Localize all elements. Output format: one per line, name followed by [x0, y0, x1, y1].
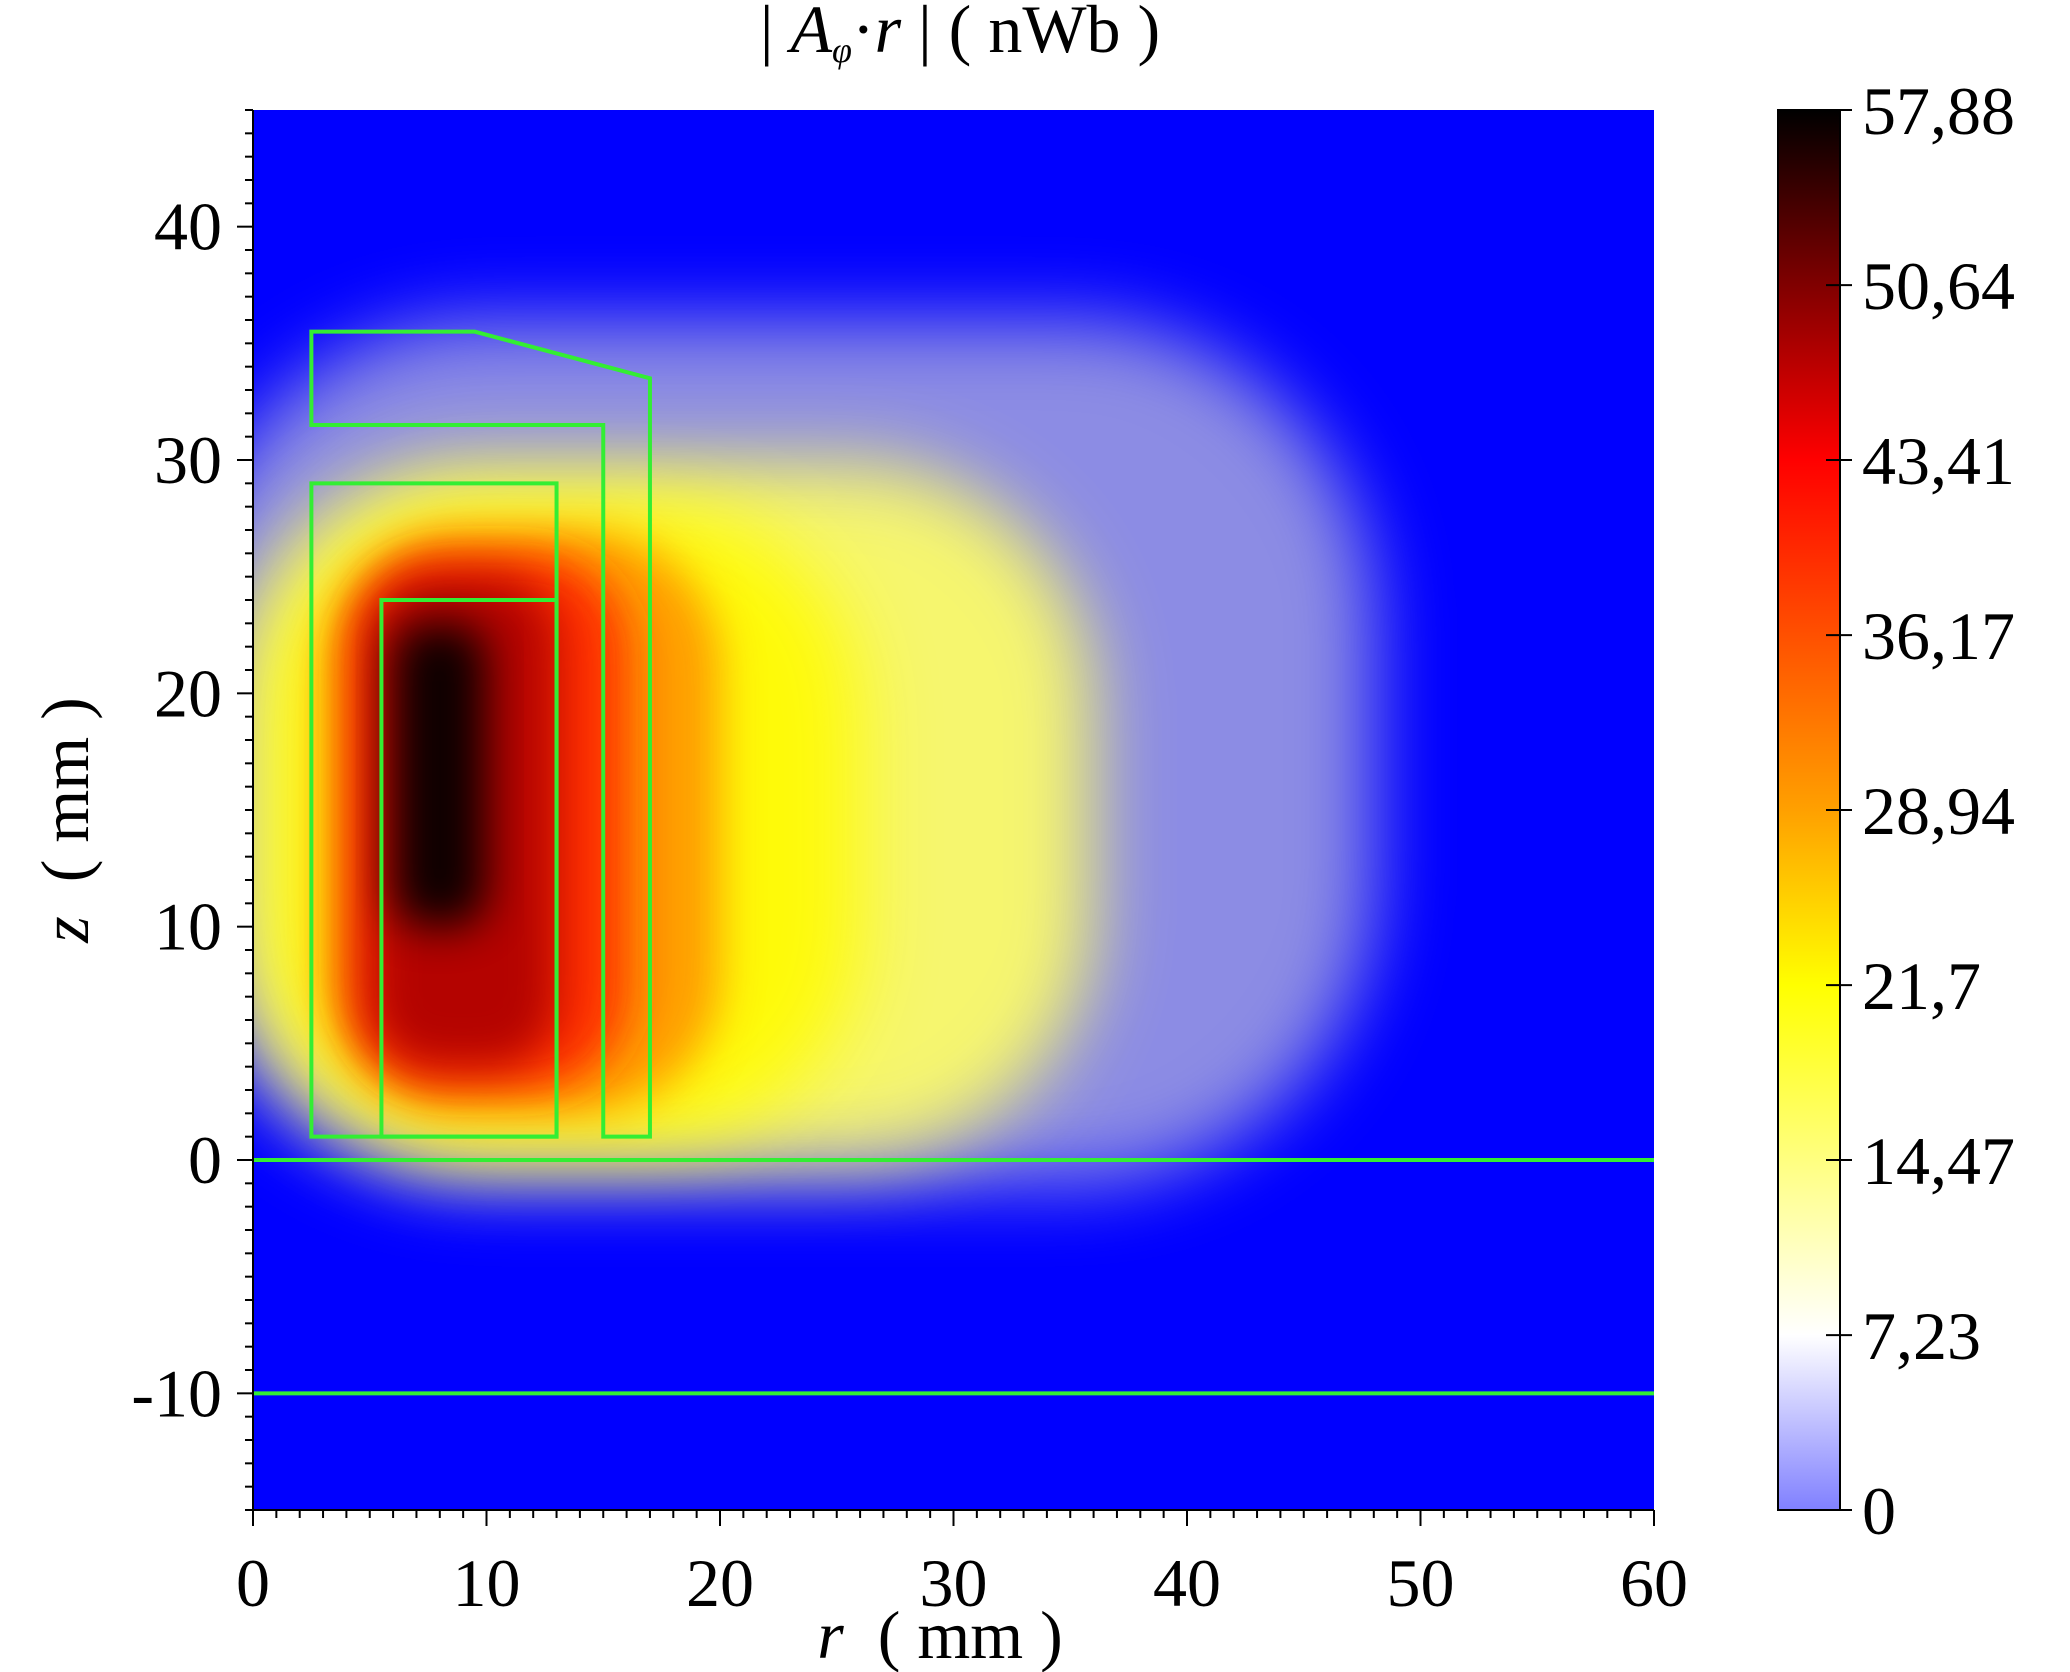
x-axis-unit: ( mm )	[844, 1597, 1063, 1672]
x-ticks: 0 10 20 30 40 50 60	[236, 1510, 1688, 1621]
colorbar-tick-label: 14,47	[1862, 1123, 2015, 1199]
y-ticks: -10 0 10 20 30 40	[131, 109, 253, 1511]
x-tick-label: 50	[1387, 1545, 1455, 1621]
title-dot: ·	[852, 0, 875, 67]
colorbar-ticks: 0 7,23 14,47 21,7 28,94 36,17 43,41 50,64 57,88	[1826, 73, 2015, 1549]
colorbar-tick-label: 7,23	[1862, 1298, 1981, 1374]
title-symbol: A	[786, 0, 832, 67]
colorbar-tick-label: 57,88	[1862, 73, 2015, 149]
y-axis-title: z ( mm )	[27, 697, 103, 944]
field-contour-6	[393, 623, 487, 927]
geometry-boundaries	[253, 329, 1654, 1396]
y-axis-var: z	[27, 916, 103, 943]
boundary-outer-pole-piece	[309, 329, 652, 1139]
title-prefix: |	[760, 0, 791, 67]
field-intensity	[253, 320, 1374, 1184]
axes: 0 10 20 30 40 50 60 -10 0 10 20 30 40	[131, 109, 1688, 1621]
colorbar-tick-label: 21,7	[1862, 948, 1981, 1024]
boundary-inner-core	[379, 598, 559, 1139]
y-tick-label: 10	[154, 889, 222, 965]
x-tick-label: 20	[686, 1545, 754, 1621]
y-tick-label: 40	[154, 189, 222, 265]
y-tick-label: 0	[188, 1122, 222, 1198]
title-r: r	[875, 0, 902, 67]
colorbar-tick-label: 50,64	[1862, 248, 2015, 324]
chart-title: | Aφ·r | ( nWb )	[760, 0, 1160, 70]
x-tick-label: 60	[1620, 1545, 1688, 1621]
colorbar: 0 7,23 14,47 21,7 28,94 36,17 43,41 50,64 57,88	[1777, 73, 2015, 1549]
colorbar-tick-label: 36,17	[1862, 598, 2015, 674]
colorbar-tick-label: 28,94	[1862, 773, 2015, 849]
title-subscript: φ	[832, 30, 852, 70]
x-tick-label: 10	[453, 1545, 521, 1621]
x-tick-label: 30	[920, 1545, 988, 1621]
colorbar-tick-label: 0	[1862, 1473, 1896, 1549]
x-axis-var: r	[817, 1597, 844, 1672]
plot-area	[253, 110, 1654, 1510]
x-tick-label: 0	[236, 1545, 270, 1621]
y-tick-label: 20	[154, 655, 222, 731]
y-tick-label: 30	[154, 422, 222, 498]
colorbar-tick-label: 43,41	[1862, 423, 2015, 499]
title-suffix: | ( nWb )	[901, 0, 1160, 67]
y-axis-unit: ( mm )	[27, 697, 103, 916]
y-tick-label: -10	[131, 1355, 222, 1431]
x-axis-title: r ( mm )	[817, 1597, 1063, 1672]
x-tick-label: 40	[1153, 1545, 1221, 1621]
